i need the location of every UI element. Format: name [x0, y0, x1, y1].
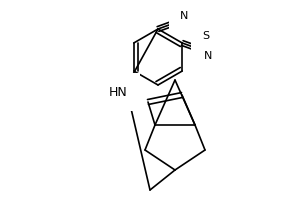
Text: N: N	[204, 51, 212, 61]
Text: S: S	[202, 31, 210, 41]
Text: N: N	[180, 11, 188, 21]
Text: HN: HN	[109, 86, 128, 98]
